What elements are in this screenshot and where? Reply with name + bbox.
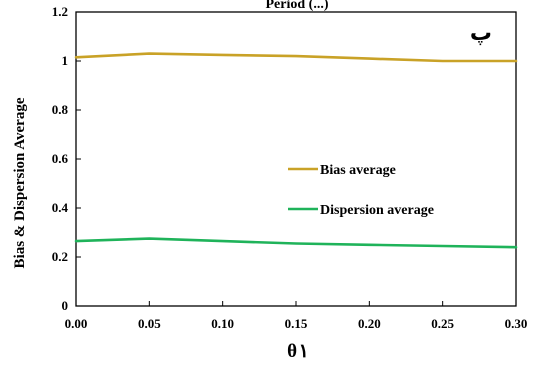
series-line-dispersion-average — [74, 237, 518, 249]
x-tick-label: 0.00 — [65, 316, 88, 331]
y-tick-label: 1 — [62, 53, 69, 68]
y-tick-label: 0 — [62, 298, 69, 313]
y-tick-label: 1.2 — [52, 4, 68, 19]
legend-label-bias-average: Bias average — [320, 163, 396, 178]
x-tick-label: 0.30 — [505, 316, 528, 331]
chart-title: Period (...) — [266, 0, 329, 12]
y-tick-label: 0.6 — [52, 151, 69, 166]
y-axis-label: Bias & Dispersion Average — [12, 97, 28, 268]
corner-label: پ — [470, 21, 492, 46]
y-tick-label: 0.4 — [52, 200, 69, 215]
y-tick-label: 0.8 — [52, 102, 69, 117]
x-tick-label: 0.10 — [211, 316, 234, 331]
x-tick-label: 0.20 — [358, 316, 381, 331]
series-line-bias-average — [74, 52, 518, 63]
x-tick-label: 0.05 — [138, 316, 161, 331]
x-tick-label: 0.25 — [431, 316, 454, 331]
x-tick-label: 0.15 — [285, 316, 308, 331]
legend-label-dispersion-average: Dispersion average — [320, 203, 434, 218]
x-axis-label: θ ١ — [287, 341, 309, 362]
y-tick-label: 0.2 — [52, 249, 68, 264]
